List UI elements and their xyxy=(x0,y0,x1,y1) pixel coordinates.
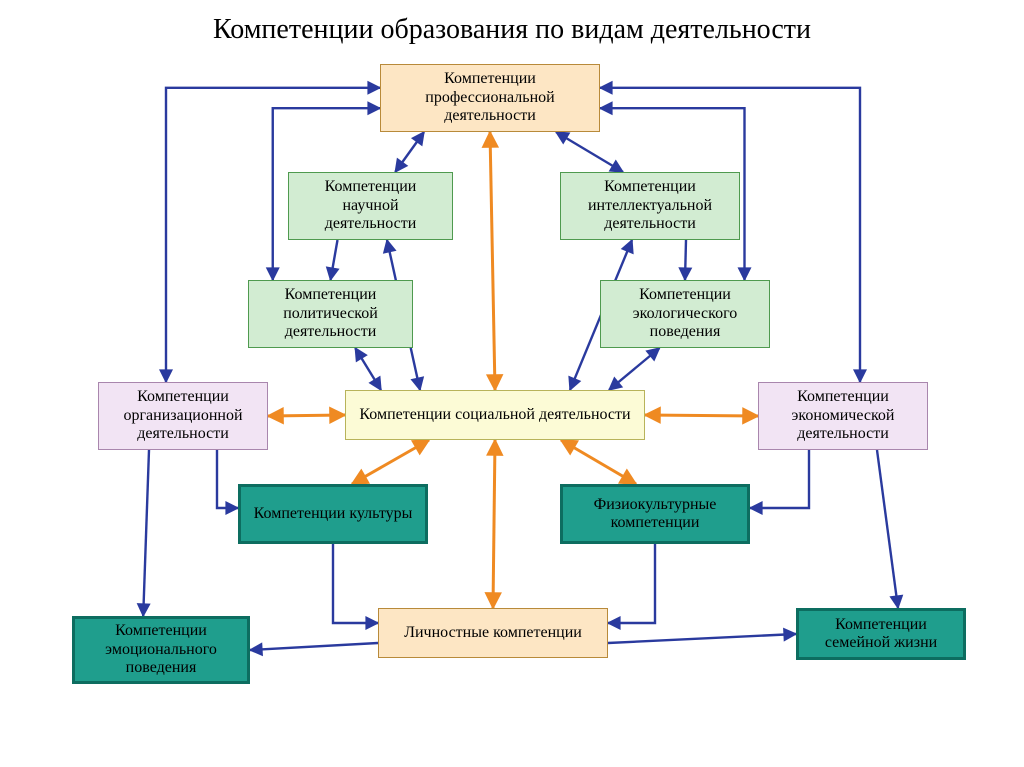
edge-7 xyxy=(355,348,381,390)
node-prof: Компетенции профессиональной деятельност… xyxy=(380,64,600,132)
node-org: Компетенции организационной деятельности xyxy=(98,382,268,450)
edge-25 xyxy=(608,634,796,643)
edge-16 xyxy=(395,132,424,172)
edge-19 xyxy=(217,450,238,508)
edge-11 xyxy=(685,240,686,280)
edge-0 xyxy=(490,132,495,390)
edge-18 xyxy=(143,450,149,616)
edge-10 xyxy=(331,240,338,280)
diagram-stage: Компетенции образования по видам деятель… xyxy=(0,0,1024,767)
node-eco: Компетенции экологического поведения xyxy=(600,280,770,348)
edge-2 xyxy=(268,415,345,416)
edge-1 xyxy=(493,440,495,608)
node-emot: Компетенции эмоционального поведения xyxy=(72,616,250,684)
edge-22 xyxy=(333,544,378,623)
edge-24 xyxy=(250,643,378,650)
edge-3 xyxy=(645,415,758,416)
diagram-title: Компетенции образования по видам деятель… xyxy=(0,14,1024,46)
node-phys: Физиокультурные компетенции xyxy=(560,484,750,544)
node-pers: Личностные компетенции xyxy=(378,608,608,658)
node-social: Компетенции социальной деятельности xyxy=(345,390,645,440)
node-econ: Компетенции экономической деятельности xyxy=(758,382,928,450)
node-cult: Компетенции культуры xyxy=(238,484,428,544)
edge-9 xyxy=(609,348,660,390)
node-fam: Компетенции семейной жизни xyxy=(796,608,966,660)
edge-17 xyxy=(556,132,623,172)
edge-21 xyxy=(750,450,809,508)
edge-4 xyxy=(352,440,429,484)
node-sci: Компетенции научной деятельности xyxy=(288,172,453,240)
node-intel: Компетенции интеллектуальной деятельност… xyxy=(560,172,740,240)
node-polit: Компетенции политической деятельности xyxy=(248,280,413,348)
edge-5 xyxy=(561,440,636,484)
edge-20 xyxy=(877,450,898,608)
edge-23 xyxy=(608,544,655,623)
